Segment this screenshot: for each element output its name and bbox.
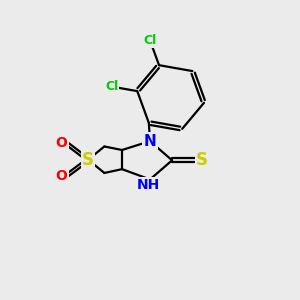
Text: Cl: Cl	[143, 34, 157, 47]
Text: N: N	[144, 134, 156, 149]
Text: S: S	[82, 151, 94, 169]
Text: Cl: Cl	[105, 80, 119, 93]
Text: O: O	[56, 169, 68, 184]
Text: S: S	[196, 151, 208, 169]
Text: NH: NH	[137, 178, 160, 192]
Text: O: O	[56, 136, 68, 150]
